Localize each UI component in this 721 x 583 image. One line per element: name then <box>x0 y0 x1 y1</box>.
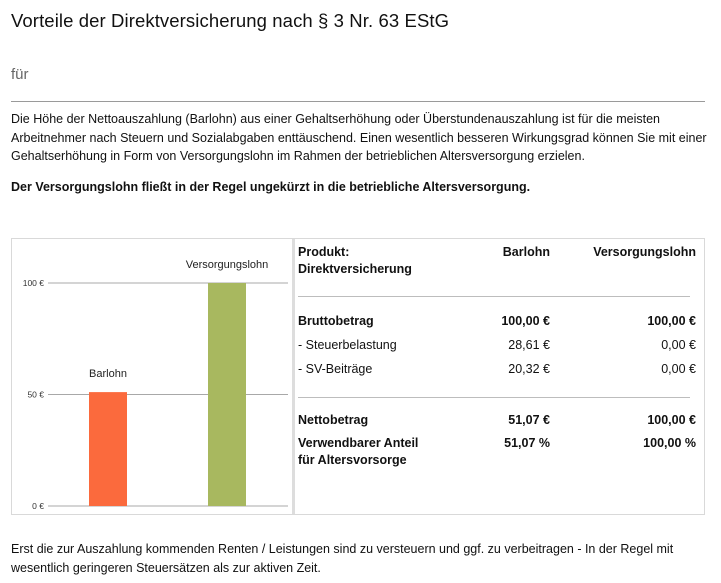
row-netto-label: Nettobetrag <box>298 413 369 427</box>
bar-label: Versorgungslohn <box>186 259 269 271</box>
row-anteil-versorgungslohn: 100,00 % <box>643 436 696 450</box>
row-steuer-versorgungslohn: 0,00 € <box>661 338 696 352</box>
row-steuer-barlohn: 28,61 € <box>508 338 550 352</box>
panel-divider <box>292 239 295 514</box>
row-anteil-label-line1: Verwendbarer Anteil <box>298 436 419 450</box>
comparison-panel: 0 € 50 € 100 € Barlohn Versorgungslohn <box>11 238 705 515</box>
comparison-table: Produkt: Direktversicherung Barlohn Vers… <box>298 238 703 513</box>
row-anteil-label-line2: für Altersvorsorge <box>298 453 407 467</box>
table-body-netto: Nettobetrag 51,07 € 100,00 € Verwendbare… <box>298 238 703 513</box>
bar-label: Barlohn <box>89 368 127 380</box>
y-tick-label: 50 € <box>27 390 44 400</box>
table-body-brutto: Bruttobetrag 100,00 € 100,00 € - Steuerb… <box>298 238 703 513</box>
page-subtitle: für <box>11 66 29 83</box>
row-brutto-versorgungslohn: 100,00 € <box>647 314 696 328</box>
table-header-versorgungslohn: Versorgungslohn <box>593 245 696 259</box>
y-tick-label: 0 € <box>32 501 44 511</box>
row-sv-barlohn: 20,32 € <box>508 362 550 376</box>
y-tick-label: 100 € <box>23 278 45 288</box>
table-header-product-name: Direktversicherung <box>298 262 412 276</box>
intro-paragraph: Die Höhe der Nettoauszahlung (Barlohn) a… <box>11 112 707 163</box>
table-divider-top <box>298 296 690 297</box>
row-brutto-label: Bruttobetrag <box>298 314 374 328</box>
header-divider <box>11 101 705 102</box>
row-brutto-barlohn: 100,00 € <box>501 314 550 328</box>
table-divider-middle <box>298 397 690 398</box>
bar-barlohn <box>89 392 127 506</box>
row-sv-label: - SV-Beiträge <box>298 362 373 376</box>
row-netto-versorgungslohn: 100,00 € <box>647 413 696 427</box>
row-steuer-label: - Steuerbelastung <box>298 338 397 352</box>
footer-note: Erst die zur Auszahlung kommenden Renten… <box>11 542 674 575</box>
table-header-barlohn: Barlohn <box>502 245 550 259</box>
emphasis-statement: Der Versorgungslohn fließt in der Regel … <box>11 180 531 194</box>
page-title: Vorteile der Direktversicherung nach § 3… <box>11 10 450 31</box>
bar-versorgungslohn <box>208 283 246 506</box>
table-header-product-label: Produkt: <box>298 245 350 259</box>
row-netto-barlohn: 51,07 € <box>508 413 550 427</box>
comparison-bar-chart: 0 € 50 € 100 € Barlohn Versorgungslohn <box>23 259 288 511</box>
row-sv-versorgungslohn: 0,00 € <box>661 362 696 376</box>
row-anteil-barlohn: 51,07 % <box>504 436 550 450</box>
